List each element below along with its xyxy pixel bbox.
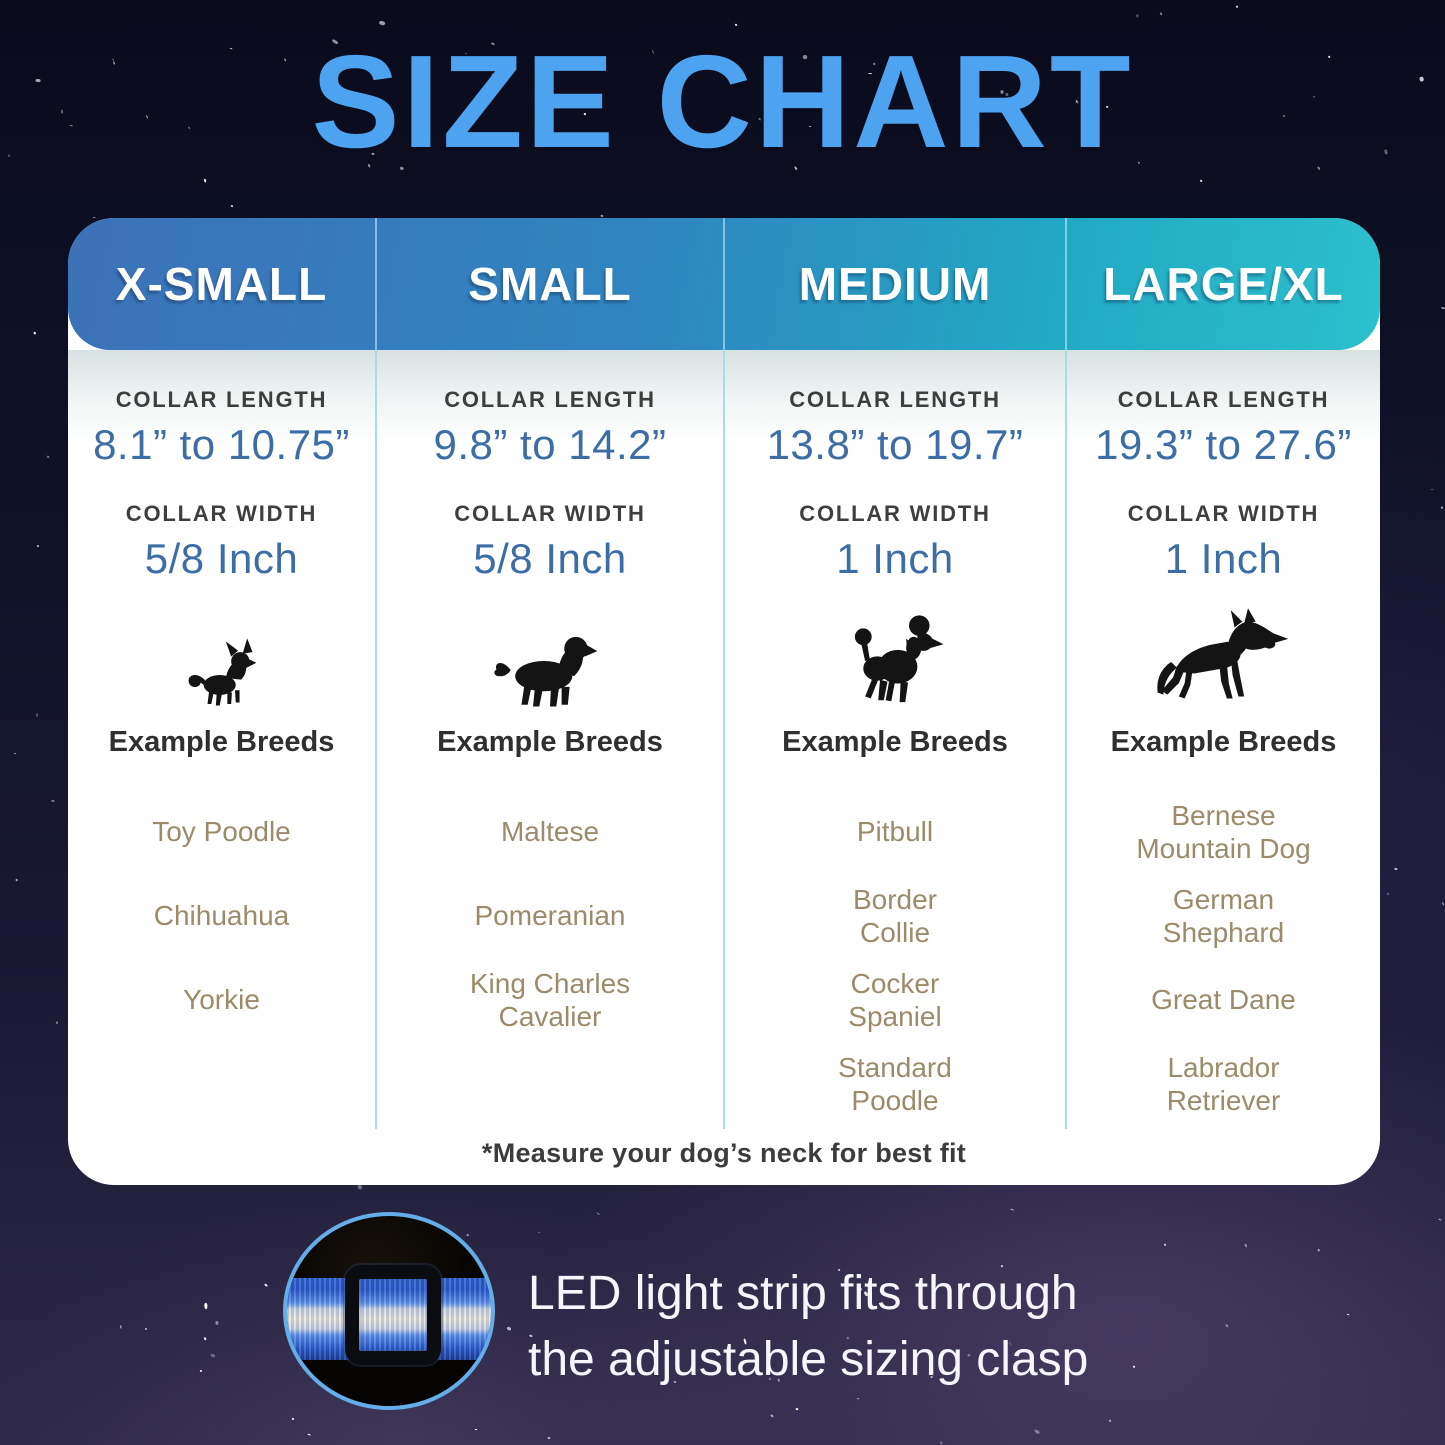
collar-width-value: 5/8 Inch xyxy=(473,535,627,582)
chihuahua-icon xyxy=(180,596,264,714)
size-column-header-xsmall: X-SMALL xyxy=(68,218,377,350)
breed-item: Chihuahua xyxy=(153,900,290,932)
breed-item: Standard Poodle xyxy=(838,1051,952,1116)
breed-item: Cocker Spaniel xyxy=(848,967,942,1032)
column-x-small: COLLAR LENGTH 8.1” to 10.75” COLLAR WIDT… xyxy=(68,350,377,1129)
breed-item: Pitbull xyxy=(856,816,934,848)
collar-length-label: COLLAR LENGTH xyxy=(115,387,328,412)
breed-item: Bernese Mountain Dog xyxy=(1136,799,1311,864)
breed-list: Pitbull Border Collie Cocker Spaniel Sta… xyxy=(820,790,970,1126)
size-column-header-small: SMALL xyxy=(377,218,725,350)
breed-item: Border Collie xyxy=(852,883,938,948)
collar-width-value: 5/8 Inch xyxy=(144,535,299,582)
collar-length-label: COLLAR LENGTH xyxy=(444,387,656,412)
collar-width-value: 1 Inch xyxy=(836,535,954,582)
column-small: COLLAR LENGTH 9.8” to 14.2” COLLAR WIDTH… xyxy=(377,350,725,1129)
example-breeds-heading: Example Breeds xyxy=(437,726,663,758)
breed-list: Maltese Pomeranian King Charles Cavalier xyxy=(465,790,635,1042)
size-chart-body: COLLAR LENGTH 8.1” to 10.75” COLLAR WIDT… xyxy=(68,350,1380,1129)
example-breeds-heading: Example Breeds xyxy=(1110,726,1337,758)
example-breeds-heading: Example Breeds xyxy=(108,726,335,758)
column-large-xl: COLLAR LENGTH 19.3” to 27.6” COLLAR WIDT… xyxy=(1067,350,1380,1129)
collar-length-label: COLLAR LENGTH xyxy=(1117,387,1330,412)
sizing-clasp xyxy=(345,1265,441,1365)
column-medium: COLLAR LENGTH 13.8” to 19.7” COLLAR WIDT… xyxy=(725,350,1067,1129)
collar-strap-with-led-strip xyxy=(287,1278,491,1360)
collar-length-label: COLLAR LENGTH xyxy=(789,387,1001,412)
led-collar-clasp-photo xyxy=(283,1212,495,1410)
callout-caption: LED light strip fits through the adjusta… xyxy=(528,1261,1088,1393)
size-chart-card: X-SMALL SMALL MEDIUM LARGE/XL COLLAR LEN… xyxy=(68,218,1380,1185)
breed-list: Bernese Mountain Dog German Shephard Gre… xyxy=(1130,790,1318,1126)
size-chart-header: X-SMALL SMALL MEDIUM LARGE/XL xyxy=(68,218,1380,350)
breed-item: Pomeranian xyxy=(474,900,626,932)
breed-item: King Charles Cavalier xyxy=(469,967,631,1032)
collar-length-value: 8.1” to 10.75” xyxy=(93,421,350,468)
collar-length-value: 13.8” to 19.7” xyxy=(766,421,1024,468)
size-column-header-medium: MEDIUM xyxy=(725,218,1067,350)
collar-width-label: COLLAR WIDTH xyxy=(125,501,318,526)
example-breeds-heading: Example Breeds xyxy=(782,726,1008,758)
size-column-header-large-xl: LARGE/XL xyxy=(1103,258,1344,310)
collar-length-value: 9.8” to 14.2” xyxy=(433,421,667,468)
breed-list: Toy Poodle Chihuahua Yorkie xyxy=(152,790,291,1042)
collar-width-label: COLLAR WIDTH xyxy=(1127,501,1320,526)
breed-item: Yorkie xyxy=(183,984,260,1016)
cavalier-spaniel-icon xyxy=(492,596,608,714)
page-title: SIZE CHART xyxy=(311,28,1134,175)
poodle-icon xyxy=(839,596,951,714)
collar-width-value: 1 Inch xyxy=(1164,535,1283,582)
german-shepherd-icon xyxy=(1152,596,1296,714)
callout-caption-line1: LED light strip fits through xyxy=(528,1267,1078,1320)
breed-item: Toy Poodle xyxy=(152,816,291,848)
breed-item: Great Dane xyxy=(1151,984,1296,1016)
collar-width-label: COLLAR WIDTH xyxy=(799,501,991,526)
collar-length-value: 19.3” to 27.6” xyxy=(1095,421,1352,468)
led-strip-callout: LED light strip fits through the adjusta… xyxy=(0,1195,1445,1445)
breed-item: Maltese xyxy=(500,816,600,848)
collar-width-label: COLLAR WIDTH xyxy=(454,501,646,526)
callout-caption-line2: the adjustable sizing clasp xyxy=(528,1333,1089,1386)
size-chart-footnote: *Measure your dog’s neck for best fit xyxy=(481,1138,967,1168)
breed-item: German Shephard xyxy=(1162,883,1285,948)
breed-item: Labrador Retriever xyxy=(1166,1051,1281,1116)
